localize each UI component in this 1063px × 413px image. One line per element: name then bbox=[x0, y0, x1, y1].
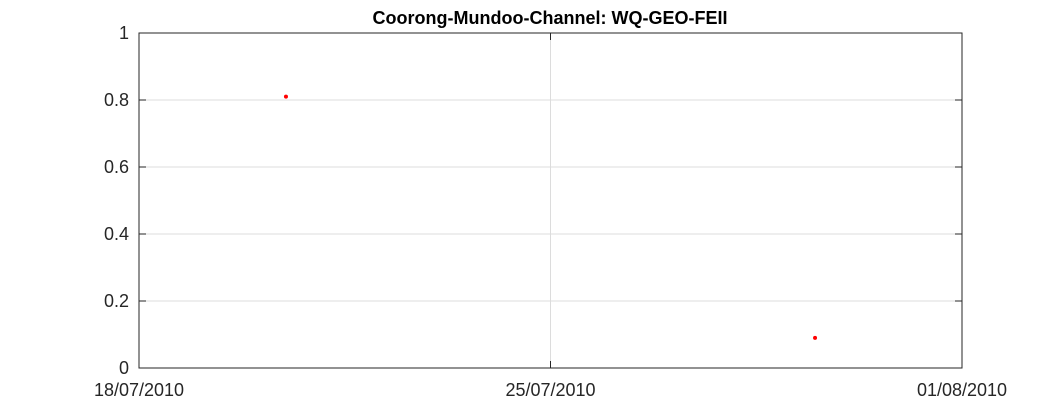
data-point bbox=[813, 335, 818, 340]
axis-ticks bbox=[138, 32, 963, 369]
x-tick-label: 01/08/2010 bbox=[917, 380, 1007, 400]
x-axis: 18/07/2010 25/07/2010 01/08/2010 bbox=[94, 380, 1007, 400]
x-tick-label: 25/07/2010 bbox=[505, 380, 595, 400]
y-tick-label: 0.6 bbox=[104, 157, 129, 177]
x-tick-label: 18/07/2010 bbox=[94, 380, 184, 400]
y-tick-label: 0.4 bbox=[104, 224, 129, 244]
data-point bbox=[283, 94, 288, 99]
y-tick-label: 0.2 bbox=[104, 291, 129, 311]
data-series bbox=[283, 94, 818, 340]
y-tick-label: 1 bbox=[119, 23, 129, 43]
y-tick-label: 0 bbox=[119, 358, 129, 378]
y-axis: 0 0.2 0.4 0.6 0.8 1 bbox=[104, 23, 129, 378]
y-tick-label: 0.8 bbox=[104, 90, 129, 110]
grid bbox=[139, 33, 962, 368]
chart-title: Coorong-Mundoo-Channel: WQ-GEO-FEII bbox=[373, 8, 728, 28]
